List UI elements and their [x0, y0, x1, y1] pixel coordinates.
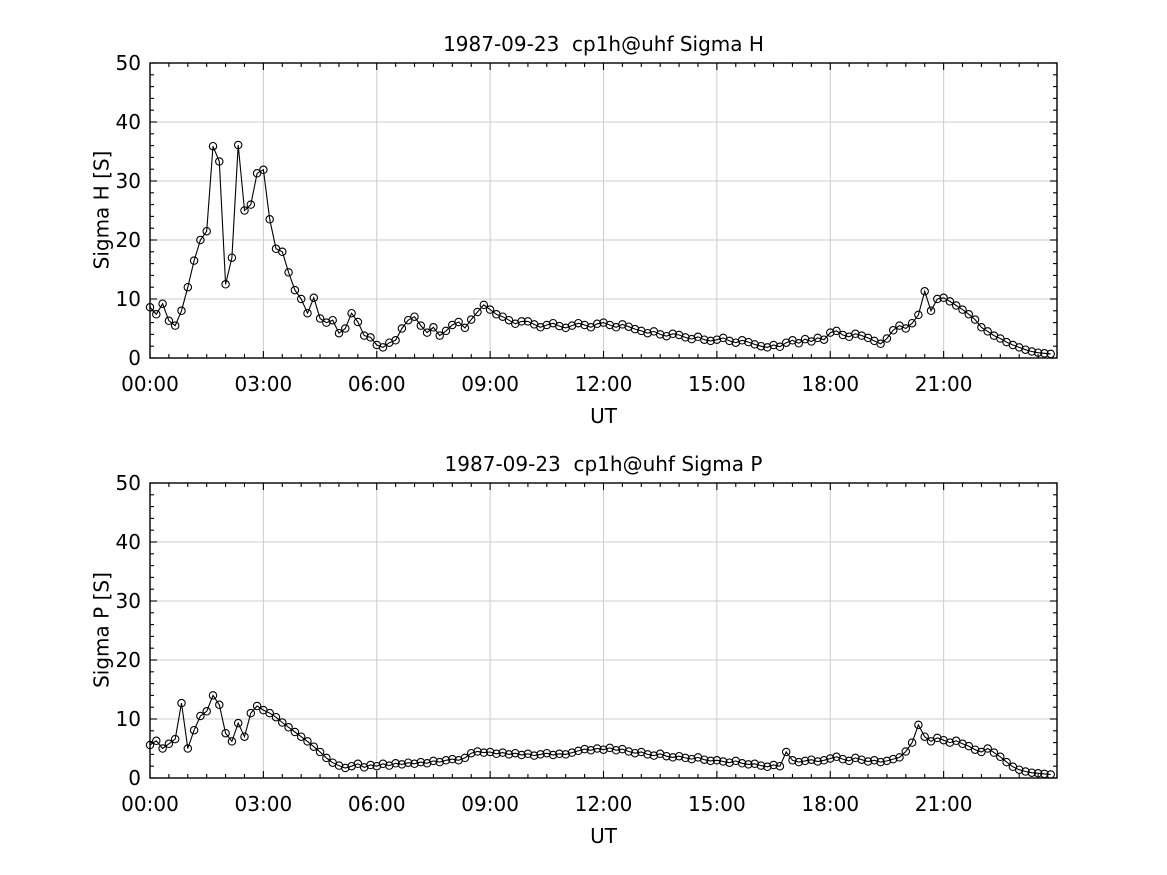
x-tick-label: 12:00 — [575, 792, 633, 816]
x-tick-label: 09:00 — [461, 792, 519, 816]
sigma-p-data-markers — [145, 691, 1055, 779]
x-tick-label: 06:00 — [348, 372, 406, 396]
x-tick-label: 15:00 — [688, 792, 746, 816]
sigma-h-xaxis-label: UT — [590, 404, 617, 428]
axes-box — [149, 62, 1058, 359]
axes-box — [149, 482, 1058, 779]
y-tick-label: 20 — [116, 228, 141, 252]
gridlines — [150, 63, 1057, 358]
x-tick-label: 03:00 — [235, 372, 293, 396]
y-tick-label: 30 — [116, 589, 141, 613]
gridlines — [150, 483, 1057, 778]
x-tick-label: 00:00 — [121, 792, 179, 816]
y-tick-label: 40 — [116, 530, 141, 554]
y-tick-label: 20 — [116, 648, 141, 672]
y-tick-label: 40 — [116, 110, 141, 134]
sigma-h-yaxis-label: Sigma H [S] — [89, 150, 114, 270]
y-tick-label: 10 — [116, 707, 141, 731]
sigma-h-plot: 00:00 03:00 06:00 09:00 12:00 15:00 18:00 21:00… — [116, 51, 1058, 396]
x-tick-label: 09:00 — [461, 372, 519, 396]
y-tick-label: 50 — [116, 471, 141, 495]
y-tick-label: 50 — [116, 51, 141, 75]
sigma-p-xaxis-label: UT — [590, 824, 617, 848]
sigma-p-data-line — [149, 694, 1051, 776]
x-tick-label: 00:00 — [121, 372, 179, 396]
x-tick-label: 03:00 — [235, 792, 293, 816]
x-tick-label: 15:00 — [688, 372, 746, 396]
x-tick-label: 12:00 — [575, 372, 633, 396]
x-tick-label: 21:00 — [915, 372, 973, 396]
y-tick-label: 0 — [128, 766, 141, 790]
y-tick-label: 0 — [128, 346, 141, 370]
y-tick-label: 10 — [116, 287, 141, 311]
x-tick-label: 18:00 — [801, 372, 859, 396]
sigma-h-data-markers — [145, 140, 1055, 359]
sigma-p-plot: 00:00 03:00 06:00 09:00 12:00 15:00 18:00 21:00… — [116, 471, 1058, 816]
sigma-p-title: 1987-09-23 cp1h@uhf Sigma P — [444, 452, 763, 476]
x-tick-label: 18:00 — [801, 792, 859, 816]
tick-labels: 00:00 03:00 06:00 09:00 12:00 15:00 18:00 21:00… — [116, 471, 973, 816]
sigma-h-title: 1987-09-23 cp1h@uhf Sigma H — [443, 32, 764, 56]
tick-labels: 00:00 03:00 06:00 09:00 12:00 15:00 18:00 21:00… — [116, 51, 973, 396]
sigma-p-yaxis-label: Sigma P [S] — [89, 572, 114, 688]
x-tick-label: 06:00 — [348, 792, 406, 816]
x-tick-label: 21:00 — [915, 792, 973, 816]
y-tick-label: 30 — [116, 169, 141, 193]
